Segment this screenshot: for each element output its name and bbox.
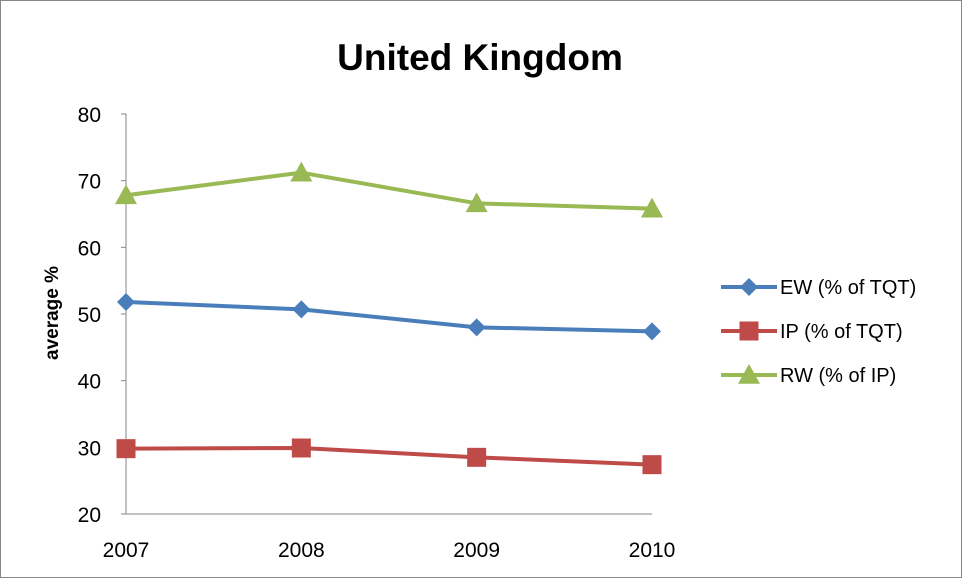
- data-point: [292, 300, 311, 319]
- data-point: [642, 455, 662, 475]
- data-point: [465, 192, 488, 213]
- data-point: [117, 293, 135, 311]
- data-point: [467, 318, 486, 337]
- data-point: [291, 438, 311, 458]
- y-tick-label: 80: [78, 104, 101, 127]
- data-point: [641, 197, 663, 218]
- legend-item: RW (% of IP): [721, 364, 896, 387]
- legend-marker: [740, 278, 758, 296]
- y-tick-label: 40: [78, 371, 101, 394]
- y-tick-label: 60: [78, 237, 101, 260]
- legend-marker: [738, 364, 760, 384]
- x-tick-label: 2007: [103, 539, 150, 562]
- legend-label: EW (% of TQT): [780, 277, 916, 299]
- x-tick-label: 2010: [629, 539, 676, 562]
- legend-label: IP (% of TQT): [780, 321, 903, 343]
- series-3: [115, 161, 663, 218]
- legend-item: EW (% of TQT): [721, 277, 916, 299]
- legend-label: RW (% of IP): [780, 365, 896, 387]
- y-tick-label: 50: [78, 304, 101, 327]
- data-point: [115, 184, 137, 205]
- data-point: [467, 447, 487, 467]
- y-tick-label: 70: [78, 171, 101, 194]
- series-layer: [115, 161, 663, 475]
- y-axis-ticks: 20 30 40 50 60 70 80: [78, 104, 126, 527]
- data-point: [290, 161, 313, 182]
- series-line: [124, 446, 654, 467]
- legend-item: IP (% of TQT): [721, 321, 903, 343]
- y-tick-label: 30: [78, 437, 101, 460]
- y-axis-title: average %: [42, 266, 63, 360]
- series-2: [116, 438, 662, 475]
- y-tick-label: 20: [78, 504, 101, 527]
- data-point: [116, 439, 136, 459]
- x-tick-label: 2008: [278, 539, 325, 562]
- chart-title: United Kingdom: [337, 37, 623, 78]
- series-line: [124, 300, 654, 334]
- legend-marker: [739, 321, 759, 341]
- data-point: [643, 322, 661, 341]
- series-line: [124, 170, 654, 211]
- legend: EW (% of TQT) IP (% of TQT) RW (% of IP): [721, 277, 916, 387]
- x-axis-ticks: 2007 2008 2009 2010: [103, 539, 676, 562]
- x-tick-label: 2009: [453, 539, 500, 562]
- series-1: [117, 293, 661, 341]
